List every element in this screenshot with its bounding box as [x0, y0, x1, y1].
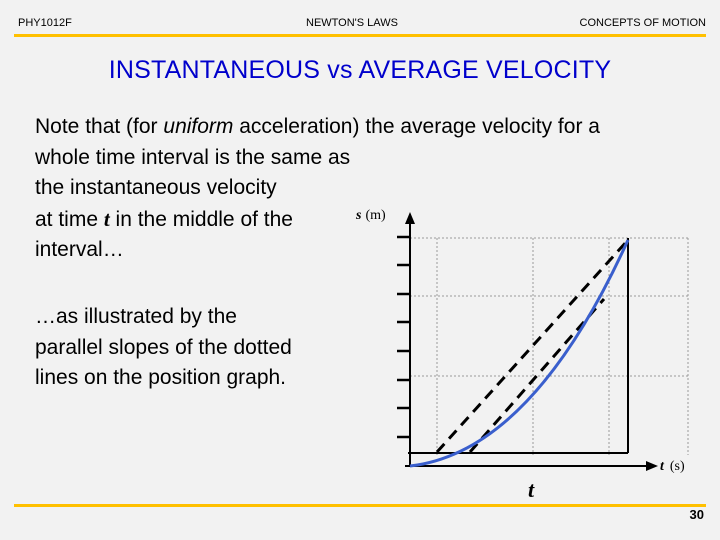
paragraph2-line-1: …as illustrated by the	[35, 305, 237, 328]
x-axis-arrow-icon	[646, 461, 658, 471]
y-axis-symbol: s	[355, 208, 362, 223]
paragraph2-line-3: lines on the position graph.	[35, 366, 287, 389]
x-axis-unit: (s)	[670, 459, 685, 474]
paragraph-line-3: the instantaneous velocity	[35, 176, 277, 199]
position-curve	[409, 239, 630, 468]
illustration-paragraph: …as illustrated by the parallel slopes o…	[35, 302, 292, 394]
paragraph-line-2: whole time interval is the same as	[35, 145, 351, 169]
course-code: PHY1012F	[18, 17, 72, 29]
graph-gridlines	[410, 237, 689, 455]
midpoint-time-label: t	[528, 477, 535, 502]
top-divider	[14, 34, 706, 37]
slide-title: INSTANTANEOUS vs AVERAGE VELOCITY	[108, 56, 612, 84]
y-axis-label: s (m)	[355, 208, 386, 223]
section-title: NEWTON'S LAWS	[306, 17, 398, 29]
emphasis-uniform: uniform	[163, 115, 234, 138]
interval-endpoint-guides	[408, 238, 629, 454]
y-axis-arrow-icon	[405, 212, 415, 224]
x-axis-label: t (s)	[660, 459, 685, 474]
explanation-paragraph: Note that (for uniform acceleration) the…	[35, 112, 600, 266]
chapter-title: CONCEPTS OF MOTION	[579, 17, 707, 29]
average-velocity-chord	[435, 238, 630, 454]
bottom-divider	[14, 504, 706, 507]
paragraph-line-5: interval…	[35, 238, 124, 261]
paragraph-line-4: at time t in the middle of the	[35, 206, 293, 231]
y-axis	[397, 212, 415, 466]
x-axis-symbol: t	[660, 459, 665, 474]
paragraph2-line-2: parallel slopes of the dotted	[35, 335, 292, 359]
y-axis-ticks	[397, 235, 410, 439]
page-number: 30	[689, 507, 704, 522]
time-variable: t	[103, 206, 110, 231]
paragraph-line-1: Note that (for uniform acceleration) the…	[35, 115, 600, 138]
y-axis-unit: (m)	[365, 208, 386, 223]
x-axis	[405, 461, 658, 471]
instantaneous-tangent-line	[468, 298, 606, 453]
